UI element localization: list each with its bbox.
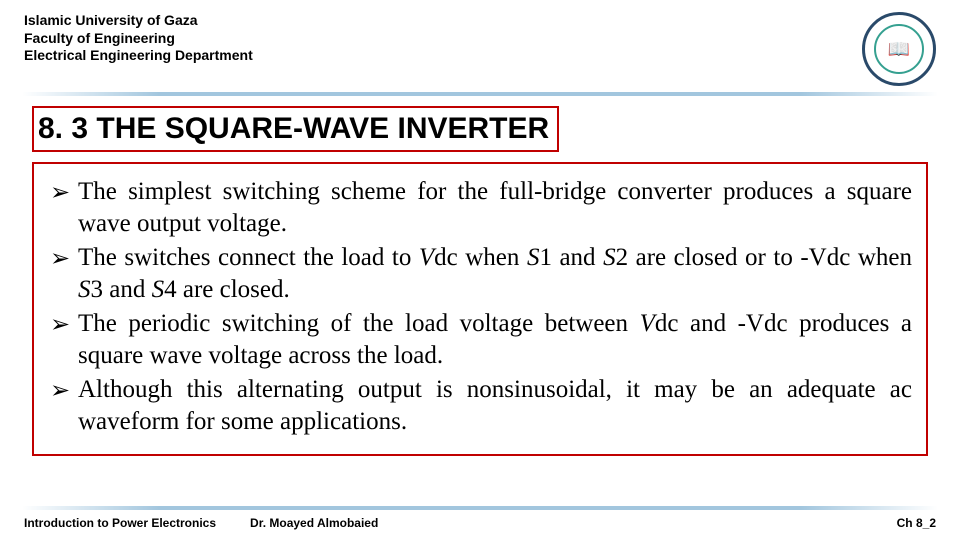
section-title-box: 8. 3 THE SQUARE-WAVE INVERTER (32, 106, 559, 152)
bullet-text: The simplest switching scheme for the fu… (78, 176, 912, 240)
footer-row: Introduction to Power Electronics Dr. Mo… (18, 516, 942, 530)
header-text: Islamic University of Gaza Faculty of En… (24, 12, 253, 65)
bullet-text: The switches connect the load to Vdc whe… (78, 242, 912, 306)
slide-header: Islamic University of Gaza Faculty of En… (18, 12, 942, 90)
header-line-2: Faculty of Engineering (24, 30, 253, 48)
bullet-item: ➢The switches connect the load to Vdc wh… (48, 242, 912, 306)
logo-inner-icon: 📖 (874, 24, 924, 74)
section-title: 8. 3 THE SQUARE-WAVE INVERTER (38, 112, 549, 145)
header-line-3: Electrical Engineering Department (24, 47, 253, 65)
bullet-icon: ➢ (48, 242, 78, 276)
bullet-icon: ➢ (48, 308, 78, 342)
bullet-item: ➢The periodic switching of the load volt… (48, 308, 912, 372)
slide-footer: Introduction to Power Electronics Dr. Mo… (0, 506, 960, 530)
header-line-1: Islamic University of Gaza (24, 12, 253, 30)
university-logo: 📖 (862, 12, 936, 86)
bullet-text: The periodic switching of the load volta… (78, 308, 912, 372)
footer-divider (22, 506, 938, 510)
bullet-item: ➢Although this alternating output is non… (48, 374, 912, 438)
footer-instructor: Dr. Moayed Almobaied (250, 516, 378, 530)
footer-course: Introduction to Power Electronics (24, 516, 216, 530)
header-divider (22, 92, 938, 96)
footer-page: Ch 8_2 (897, 516, 936, 530)
content-box: ➢The simplest switching scheme for the f… (32, 162, 928, 456)
bullet-icon: ➢ (48, 374, 78, 408)
bullet-icon: ➢ (48, 176, 78, 210)
bullet-item: ➢The simplest switching scheme for the f… (48, 176, 912, 240)
bullet-text: Although this alternating output is nons… (78, 374, 912, 438)
